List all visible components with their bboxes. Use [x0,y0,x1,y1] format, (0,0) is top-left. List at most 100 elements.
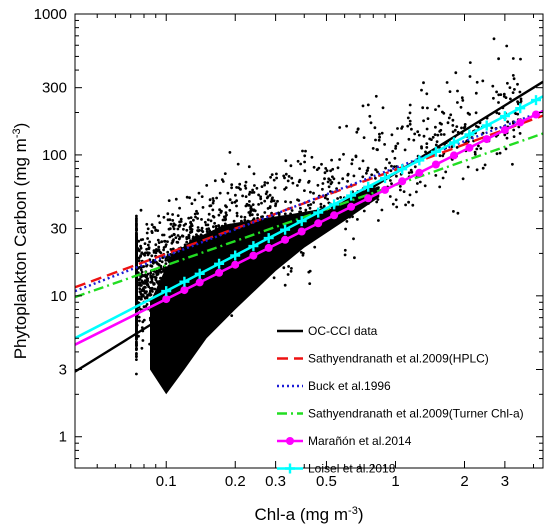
series-marker-loisel-et-al-2018 [481,120,492,131]
scatter-point [416,182,419,185]
scatter-point [352,174,356,178]
scatter-point [513,88,516,91]
scatter-point [158,259,162,262]
scatter-point [172,222,176,226]
scatter-point [511,91,515,94]
scatter-point [174,197,178,201]
scatter-point [264,192,268,196]
scatter-point [146,253,150,257]
series-marker-mara-n-et-al-2014 [364,194,373,203]
scatter-point [266,207,270,210]
scatter-point [481,79,485,83]
scatter-point [449,113,453,117]
series-marker-mara-n-et-al-2014 [431,160,440,169]
scatter-point [408,119,412,123]
scatter-point [296,159,300,163]
scatter-point [255,186,259,190]
scatter-point [291,181,295,185]
scatter-point [481,166,485,170]
scatter-point [275,176,278,180]
series-marker-mara-n-et-al-2014 [398,177,407,186]
scatter-point [185,228,189,232]
scatter-point [224,215,227,219]
series-marker-loisel-et-al-2018 [248,241,259,252]
scatter-point [390,164,393,168]
scatter-point [135,258,138,262]
scatter-point [332,177,336,181]
series-marker-loisel-et-al-2018 [464,129,475,140]
scatter-point [149,271,153,275]
scatter-point [172,227,176,231]
scatter-point [178,220,182,224]
scatter-point [156,229,160,233]
scatter-point [344,227,347,231]
scatter-point [455,146,459,149]
scatter-point [177,224,181,228]
scatter-point [207,212,211,216]
x-tick-label: 0.5 [316,473,337,490]
scatter-point [137,315,141,319]
scatter-point [460,126,463,130]
scatter-point [215,196,219,200]
scatter-point [434,108,437,111]
scatter-point [331,167,335,171]
scatter-point [159,264,163,268]
scatter-point [228,198,232,202]
scatter-point [394,147,397,150]
scatter-point [252,172,256,176]
scatter-point [289,269,293,273]
scatter-point [415,190,418,194]
scatter-point [462,126,466,130]
scatter-point [421,106,425,110]
scatter-point [168,235,172,239]
scatter-point [263,183,266,187]
series-marker-mara-n-et-al-2014 [381,185,389,194]
scatter-point [337,181,341,185]
scatter-point [151,290,154,293]
scatter-point [511,162,514,166]
scatter-point [308,206,312,210]
scatter-point [268,205,272,208]
scatter-point [176,234,180,237]
scatter-point [362,136,366,140]
scatter-point [283,176,286,180]
scatter-point [274,204,277,208]
scatter-point [412,138,416,142]
series-marker-loisel-et-al-2018 [263,233,274,244]
scatter-point [406,124,410,128]
scatter-point [148,289,152,293]
scatter-point [474,111,478,115]
scatter-point [380,131,384,135]
series-marker-mara-n-et-al-2014 [231,260,240,269]
scatter-point [167,199,171,203]
scatter-point [499,93,503,96]
scatter-point [435,140,439,144]
scatter-point [491,84,495,88]
scatter-point [139,244,143,248]
scatter-point [157,214,161,218]
scatter-point [150,231,154,235]
legend-label: OC-CCI data [308,324,378,338]
scatter-point [161,256,165,260]
scatter-point [220,178,224,182]
scatter-point [453,128,457,132]
scatter-point [417,133,421,137]
scatter-point [152,273,155,276]
scatter-point [290,176,294,180]
series-marker-loisel-et-al-2018 [346,190,357,201]
scatter-point [404,203,407,207]
scatter-point [492,96,495,100]
scatter-point [235,186,239,189]
scatter-point [512,128,516,132]
scatter-point [140,346,144,350]
scatter-point [139,284,142,287]
scatter-point [502,92,506,96]
series-marker-mara-n-et-al-2014 [180,286,189,295]
scatter-point [351,158,354,162]
scatter-point [284,186,288,190]
scatter-point [495,152,499,156]
scatter-point [422,134,426,138]
scatter-point [371,147,375,150]
scatter-point [516,100,519,104]
scatter-point [312,201,315,204]
